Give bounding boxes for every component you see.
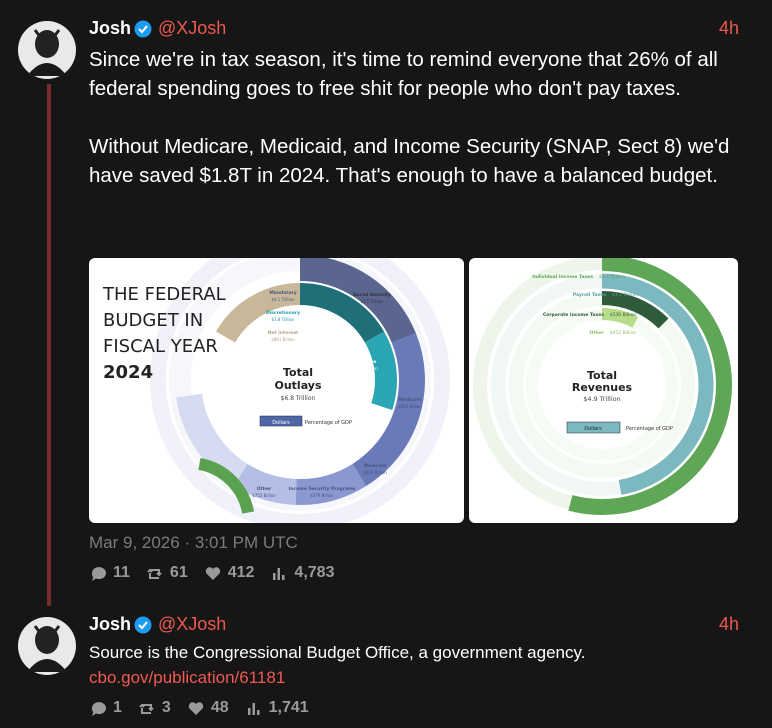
segment-value: $1.8 Trillion [271,317,295,322]
segment-label: Net interest [268,330,299,336]
segment-value: $452 Billion [610,330,637,336]
segment-value: $4.1 Trillion [271,297,295,302]
avatar[interactable] [17,20,77,80]
likes-count: 48 [210,699,229,716]
segment-label: Social Security [353,292,391,298]
views-count: 1,741 [268,699,309,716]
author-name[interactable]: Josh [89,614,132,634]
ring-segment [568,258,732,515]
segment-value: $530 Billion [610,312,637,318]
tweet-text: Since we're in tax season, it's time to … [89,45,739,190]
tweet-text: Source is the Congressional Budget Offic… [89,643,586,662]
legend-box [566,421,621,434]
segment-label: Discretionary [266,310,300,316]
ring-segment [364,331,397,410]
segment-value: $1.5 Trillion [360,299,384,304]
segment-value: $618 Billion [363,470,387,475]
segment-value: $2.4 Trillion [599,274,625,280]
likes-count: 412 [227,564,255,581]
ring-segment [601,273,714,495]
segment-label: Payroll Taxes [573,292,606,298]
replies-icon[interactable] [89,699,107,717]
legend-label: Dollars [584,426,602,432]
image-title: BUDGET IN [103,310,203,331]
author-handle[interactable]: @XJosh [158,614,227,634]
retweets-count: 3 [161,699,171,716]
replies-count: 11 [113,564,130,581]
segment-label: Corporate Income Taxes [543,312,604,318]
segment-value: $960 Billion [308,346,332,351]
avatar[interactable] [17,616,77,676]
segment-label: Other [590,330,605,336]
segment-value: $865 Billion [398,404,422,409]
legend-label: Percentage of GDP [626,426,673,432]
ring-segment [299,283,385,343]
legend-box [259,415,303,427]
replies-icon[interactable] [89,564,107,582]
image-title: 2024 [103,362,153,383]
author-handle[interactable]: @XJosh [158,18,227,38]
ring-segment [295,463,367,505]
center-label: Total [587,369,617,382]
replies-count: 1 [113,699,122,716]
retweets-icon[interactable] [146,564,164,582]
ring-bg [150,258,450,523]
segment-label: Other [257,486,272,492]
center-label: Total [283,366,313,379]
image-title: FISCAL YEAR [103,336,218,357]
paragraph: Without Medicare, Medicaid, and Income S… [89,135,730,187]
verified-badge [134,20,152,38]
segment-value: $881 Billion [271,337,295,342]
paragraph: Since we're in tax season, it's time to … [89,48,718,100]
segment-value: $379 Billion [310,493,334,498]
link[interactable]: cbo.gov/publication/61181 [89,668,286,687]
ring-segment [299,258,416,344]
ring-segment [233,463,297,505]
verified-badge [134,616,152,634]
stats: 11 61 412 4,783 [89,564,334,582]
timestamp[interactable]: 4h [718,614,739,634]
segment-label: Mandatory [269,290,296,296]
legend-label: Percentage of GDP [305,420,352,426]
budget-image[interactable]: THE FEDERAL BUDGET IN FISCAL YEAR 2024 Total… [89,258,464,523]
retweets-icon[interactable] [138,699,156,717]
segment-value: $850 Billion [354,366,378,371]
segment-label: Individual Income Taxes [532,274,593,280]
author-name[interactable]: Josh [89,18,132,38]
ring-segment [601,308,639,328]
center-label: Outlays [274,379,321,392]
segment-label: Nondefense [305,339,335,345]
ring-segment [176,393,248,487]
ring-segment [215,283,301,343]
legend-label: Dollars [272,420,290,426]
segment-label: Medicare [398,397,421,403]
ring-segment [352,333,425,487]
center-label: Revenues [572,381,633,394]
ring-segment [601,291,669,329]
stats: 1 3 48 1,741 [89,699,309,717]
retweets-count: 61 [169,564,188,581]
likes-icon[interactable] [204,564,222,582]
post-date: Mar 9, 2026 · 3:01 PM UTC [89,533,298,552]
segment-value: $752 Billion [252,493,276,498]
ring-segment [198,458,254,514]
segment-value: $1.7 Trillion [612,292,638,298]
segment-label: Medicaid [364,463,387,469]
image-title: THE FEDERAL [102,284,226,305]
views-count: 4,783 [294,564,335,581]
timestamp[interactable]: 4h [718,18,739,38]
segment-label: Income Security Programs [289,486,356,492]
center-value: $6.8 Trillion [281,395,316,402]
segment-label: Defense [356,359,377,365]
center-value: $4.9 Trillion [583,395,621,403]
views-icon[interactable] [270,564,288,582]
views-icon[interactable] [245,699,263,717]
thread-line [47,84,51,606]
likes-icon[interactable] [187,699,205,717]
